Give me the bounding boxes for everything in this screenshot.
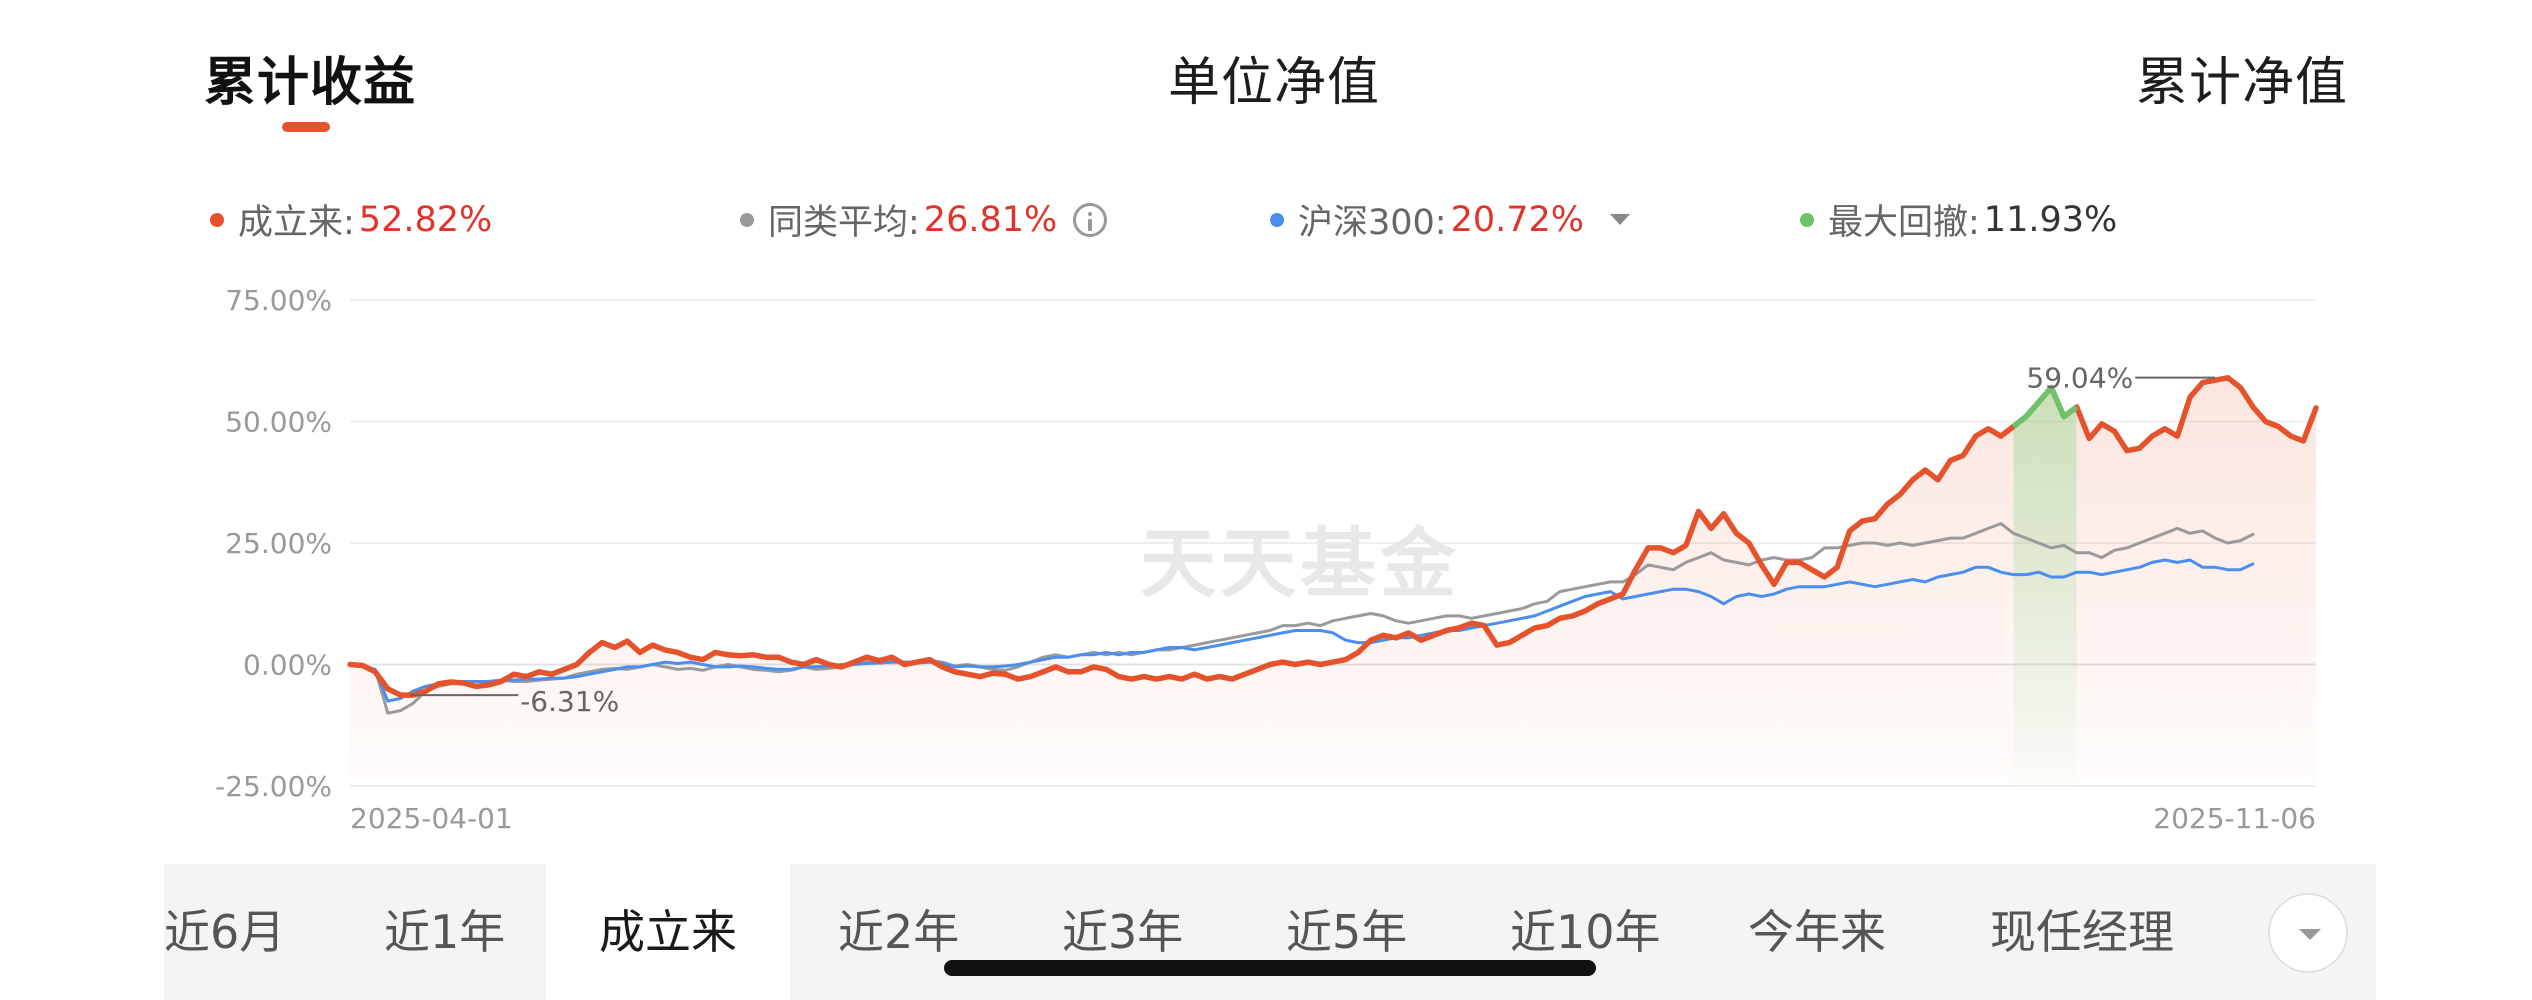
series-line-成立来 — [347, 375, 2319, 698]
info-icon[interactable] — [1073, 202, 1108, 237]
legend-mdd-value: 11.93% — [1983, 199, 2118, 240]
period-option[interactable]: 成立来 — [546, 864, 790, 1000]
caret-down-icon[interactable] — [1610, 214, 1631, 225]
period-option[interactable]: 近2年 — [838, 905, 960, 959]
period-option[interactable]: 现任经理 — [1990, 905, 2174, 959]
legend-dot-icon — [1270, 212, 1284, 227]
annotations: -6.31% 59.04% — [410, 362, 2216, 718]
period-option[interactable]: 近10年 — [1510, 905, 1661, 959]
min-annotation: -6.31% — [520, 685, 619, 718]
period-option[interactable]: 近3年 — [1062, 905, 1184, 959]
y-tick-label: 0.00% — [243, 649, 332, 682]
area-fill — [350, 377, 2316, 786]
legend-established-value: 52.82% — [358, 199, 493, 240]
watermark: 天天基金 — [1140, 519, 1460, 608]
legend-dot-icon — [1800, 212, 1814, 227]
series-line-同类平均 — [348, 522, 2255, 715]
legend-mdd-label: 最大回撤: — [1828, 203, 1980, 243]
series-line-沪深300 — [348, 558, 2255, 703]
legend-hs300-label: 沪深300: — [1298, 203, 1447, 243]
tab-cumulative-nav[interactable]: 累计净值 — [2136, 53, 2349, 113]
y-tick-label: 25.00% — [225, 527, 332, 560]
y-axis: 75.00% 50.00% 25.00% 0.00% -25.00% — [215, 284, 332, 803]
legend-established: 成立来: 52.82% — [210, 194, 492, 245]
max-drawdown-highlight — [2013, 387, 2077, 786]
tab-cumulative-return[interactable]: 累计收益 — [204, 53, 417, 113]
period-option[interactable]: 今年来 — [1748, 905, 1886, 959]
series-lines — [347, 375, 2319, 715]
legend-dot-icon — [740, 212, 754, 227]
legend-established-label: 成立来: — [238, 203, 355, 243]
chevron-down-icon — [2299, 929, 2321, 940]
tab-unit-nav[interactable]: 单位净值 — [1168, 53, 1381, 113]
period-option[interactable]: 近1年 — [384, 905, 506, 959]
legend-hs300-value: 20.72% — [1450, 199, 1585, 240]
legend-peer-value: 26.81% — [923, 199, 1058, 240]
y-tick-label: 75.00% — [225, 284, 332, 317]
series-area-fill — [350, 377, 2316, 786]
period-selector: 近6月 近1年 成立来 近2年 近3年 近5年 近10年 今年来 现任经理 — [164, 864, 2376, 1000]
max-drawdown-line — [2011, 384, 2079, 429]
legend-max-drawdown: 最大回撤: 11.93% — [1800, 194, 2117, 245]
x-tick-start: 2025-04-01 — [350, 802, 513, 835]
y-tick-label: 50.00% — [225, 406, 332, 439]
y-tick-label: -25.00% — [215, 770, 332, 803]
return-chart[interactable]: 天天基金 -6.31% 59.04% 75.00% 50.00% 25.00% 0.00… — [0, 250, 2532, 850]
legend-peer-label: 同类平均: — [768, 203, 920, 243]
legend-hs300[interactable]: 沪深300: 20.72% — [1270, 194, 1631, 245]
legend-dot-icon — [210, 212, 224, 227]
max-annotation: 59.04% — [2026, 362, 2133, 395]
x-tick-end: 2025-11-06 — [2153, 802, 2316, 835]
more-periods-button[interactable] — [2268, 893, 2348, 973]
max-drawdown-band — [2013, 387, 2077, 786]
active-tab-indicator — [282, 122, 330, 132]
period-option[interactable]: 近6月 — [164, 905, 286, 959]
period-option[interactable]: 近5年 — [1286, 905, 1408, 959]
home-indicator — [944, 960, 1596, 976]
legend-peer-average: 同类平均: 26.81% — [740, 194, 1108, 245]
